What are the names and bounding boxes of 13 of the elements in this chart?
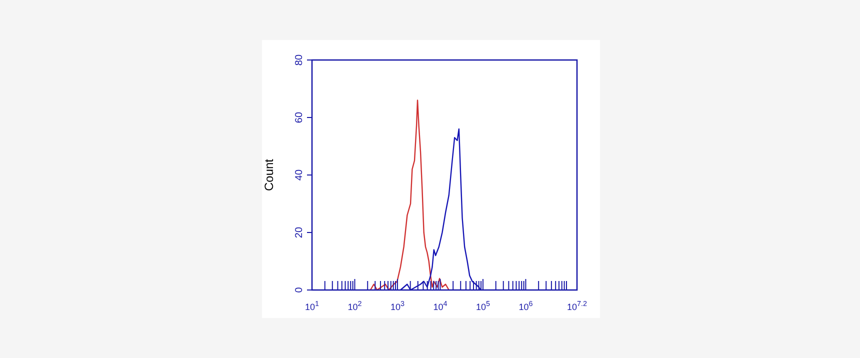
x-tick-label: 10$^{2}$ — [348, 298, 362, 312]
y-tick-label: 80 — [294, 54, 305, 66]
y-axis-title: Count — [262, 158, 276, 192]
x-tick-label: 10$^{6}$ — [518, 298, 533, 312]
x-tick-label: 10$^{5}$ — [476, 298, 490, 312]
y-tick-label: 40 — [294, 169, 305, 181]
x-tick-label: 10$^{4}$ — [433, 298, 448, 312]
x-tick-label: 10$^{7.2}$ — [566, 298, 588, 312]
y-tick-label: 60 — [294, 112, 305, 124]
y-tick-label: 0 — [294, 286, 305, 293]
y-tick-label: 20 — [294, 226, 305, 238]
x-tick-label: 10$^{1}$ — [304, 298, 320, 312]
x-tick-label: 10$^{3}$ — [390, 298, 404, 312]
